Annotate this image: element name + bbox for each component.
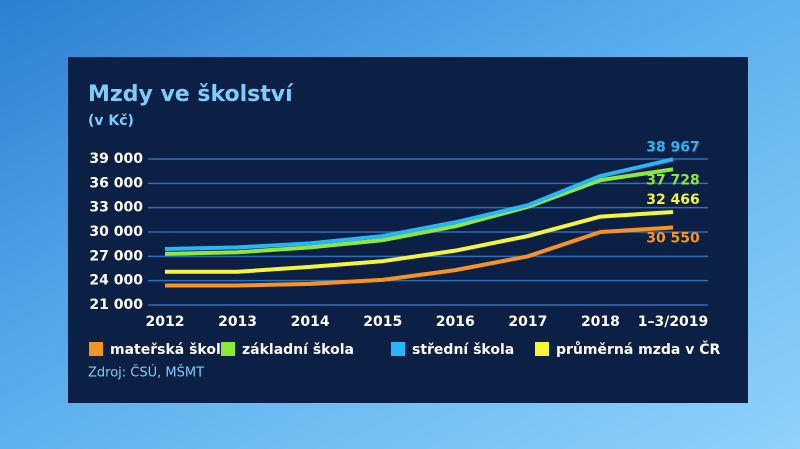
legend-swatch: [89, 342, 103, 356]
source: Zdroj: ČSÚ, MŠMT: [88, 365, 204, 381]
legend-swatch: [391, 342, 405, 356]
y-tick-label: 30 000: [89, 224, 143, 240]
x-tick-label: 2017: [508, 314, 547, 330]
y-tick-label: 36 000: [89, 175, 143, 191]
x-tick-label: 2012: [146, 314, 185, 330]
series-line: [164, 157, 674, 252]
y-tick-label: 21 000: [89, 297, 143, 313]
value-label: 37 728: [646, 172, 700, 188]
value-label: 38 967: [646, 139, 700, 155]
legend-swatch: [535, 342, 549, 356]
value-label: 30 550: [646, 231, 700, 247]
chart-title: Mzdy ve školství: [88, 82, 294, 107]
x-tick-label: 2013: [218, 314, 257, 330]
legend-label: základní škola: [242, 342, 354, 358]
x-tick-label: 2014: [291, 314, 330, 330]
legend-label: mateřská škola: [110, 342, 230, 358]
chart-subtitle: (v Kč): [88, 113, 134, 129]
series-line: [164, 167, 674, 256]
legend-swatch: [221, 342, 235, 356]
y-tick-label: 27 000: [89, 248, 143, 264]
value-label: 32 466: [646, 192, 700, 208]
y-tick-label: 24 000: [89, 273, 143, 289]
x-tick-label: 2015: [363, 314, 402, 330]
series-line: [165, 210, 674, 274]
x-tick-label: 1–3/2019: [638, 314, 709, 330]
legend-label: průměrná mzda v ČR: [556, 340, 721, 358]
y-tick-label: 39 000: [89, 151, 143, 167]
x-tick-label: 2018: [581, 314, 620, 330]
series-line: [165, 225, 674, 288]
x-tick-label: 2016: [436, 314, 475, 330]
y-tick-label: 33 000: [89, 200, 143, 216]
legend-label: střední škola: [412, 342, 514, 358]
